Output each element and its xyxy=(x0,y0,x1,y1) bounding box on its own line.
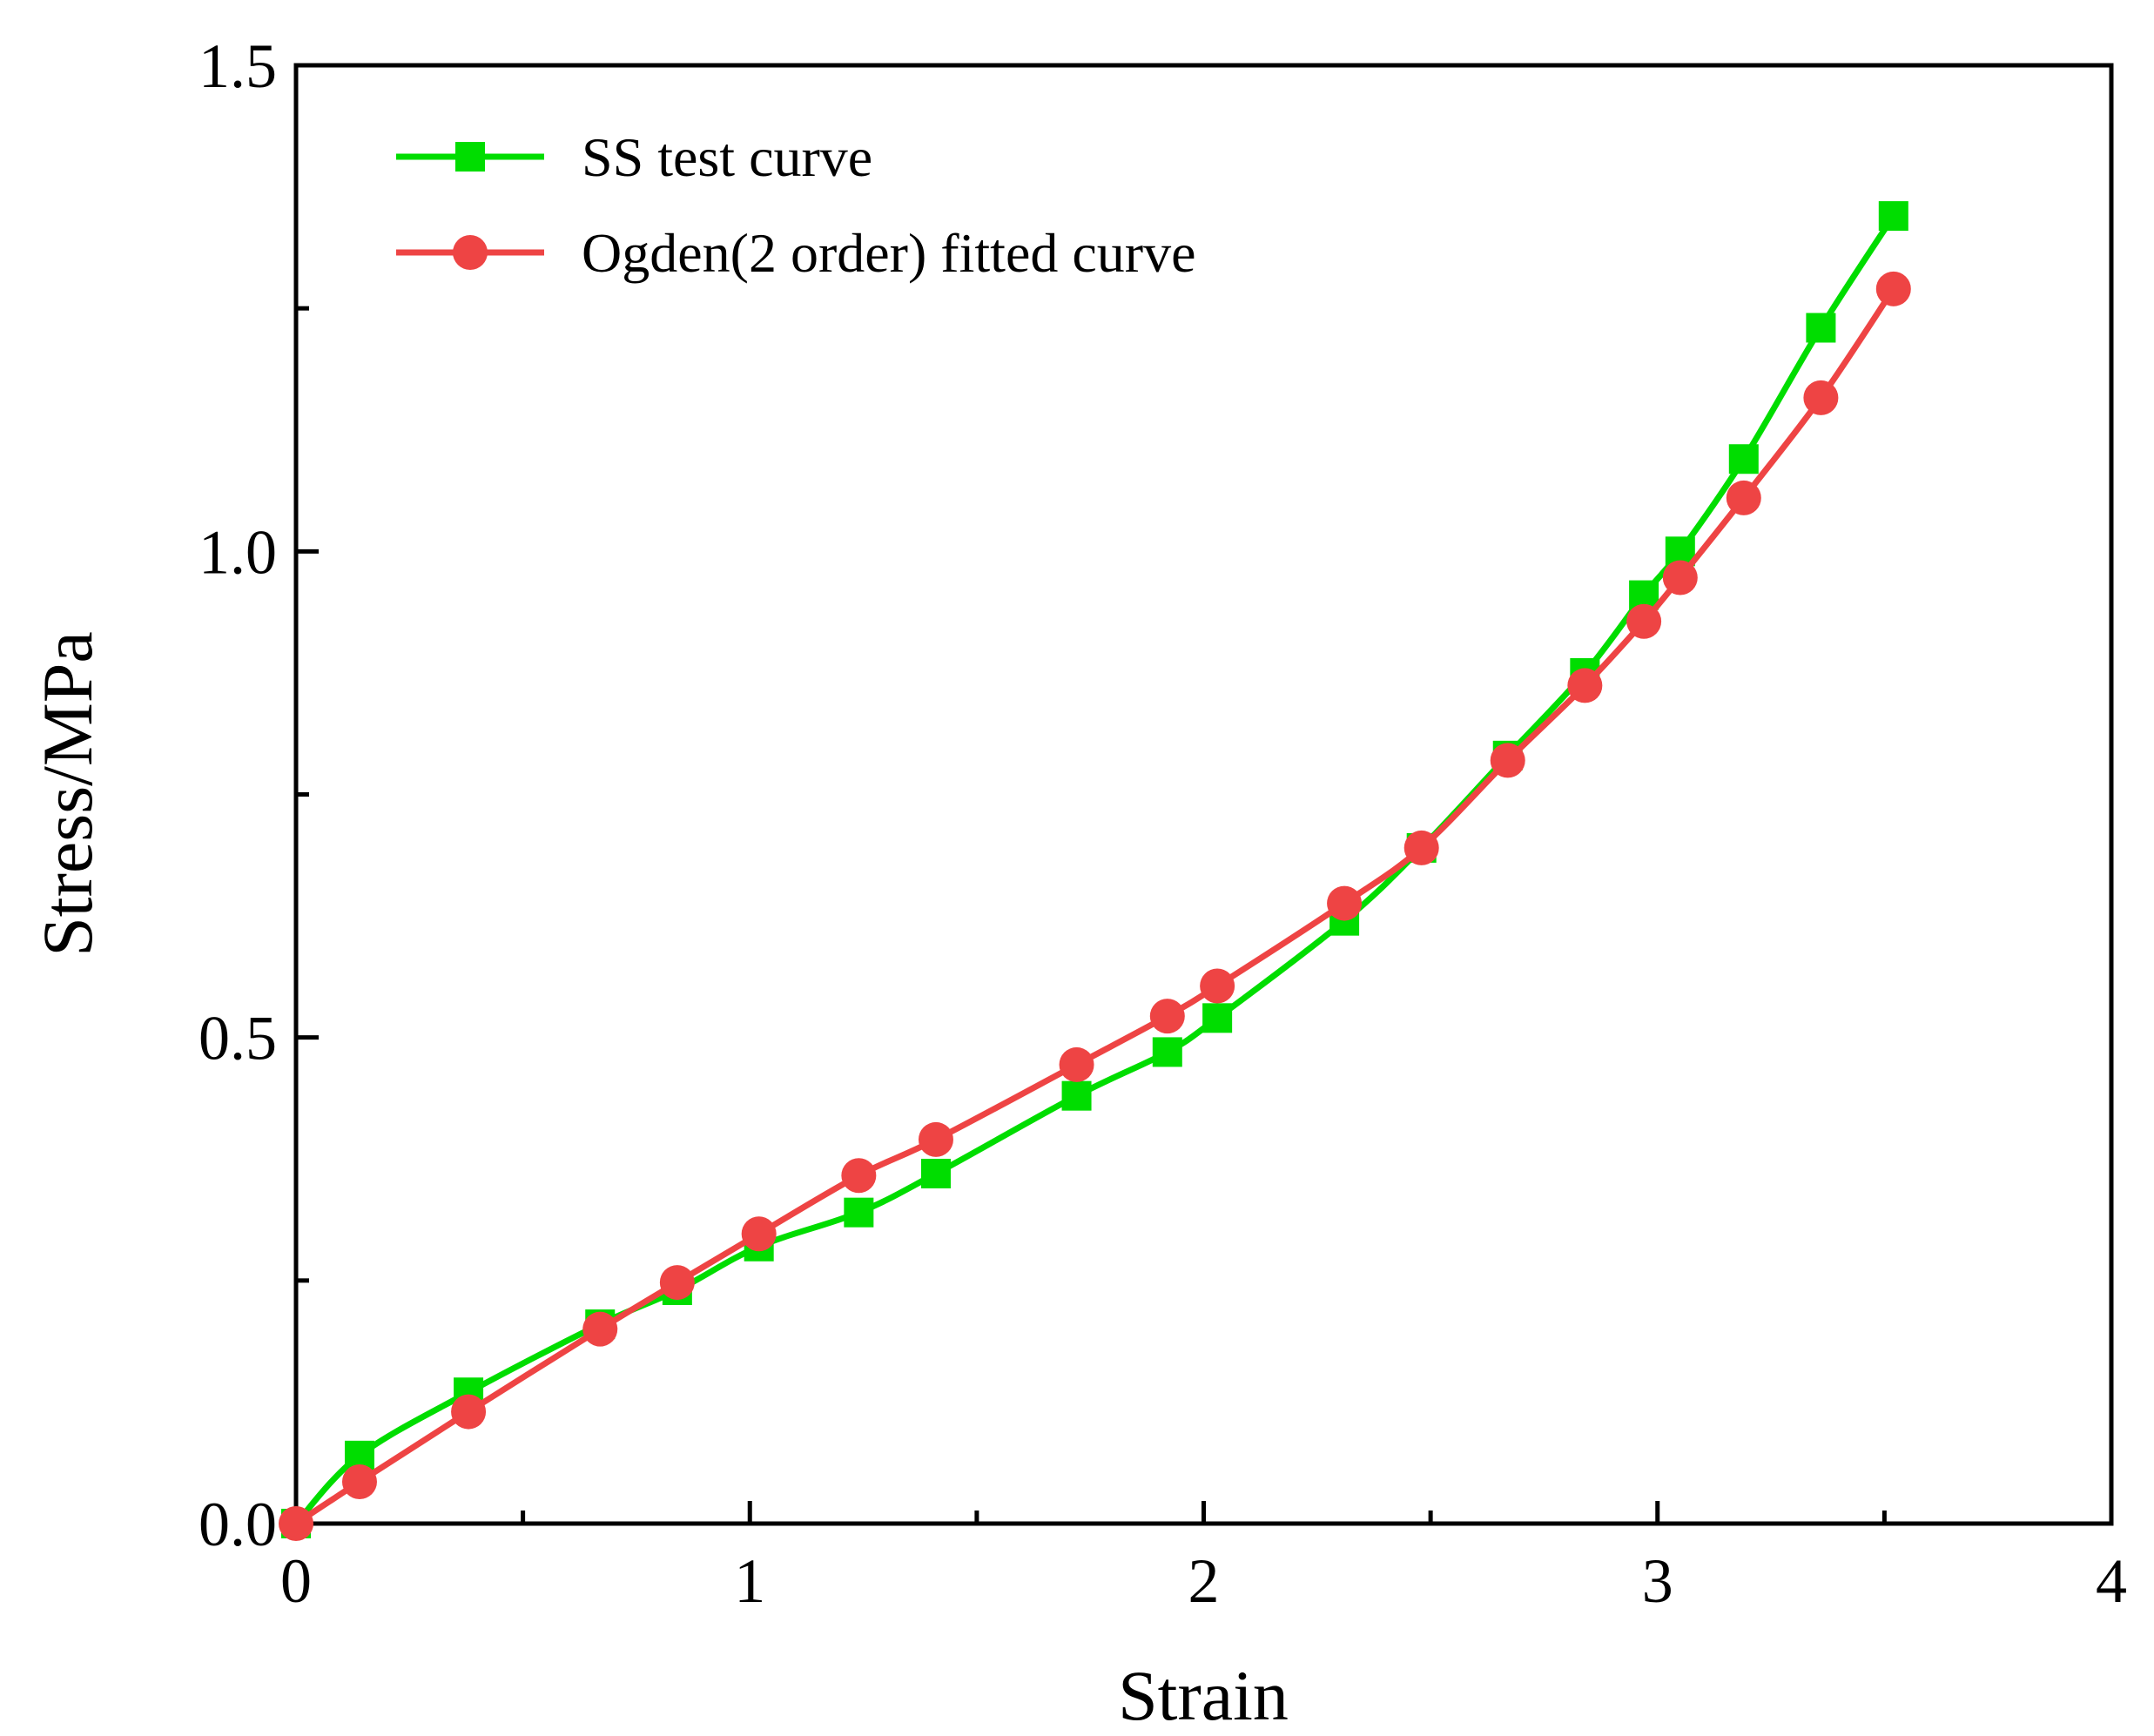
data-point-circle xyxy=(841,1158,877,1194)
data-point-circle xyxy=(341,1463,377,1499)
legend-label: Ogden(2 order) fitted curve xyxy=(582,222,1195,284)
y-tick-label: 1.0 xyxy=(199,517,277,587)
data-point-square xyxy=(1878,201,1908,232)
plot-area xyxy=(293,63,2114,1526)
data-point-circle xyxy=(1200,968,1235,1004)
data-point-square xyxy=(1061,1080,1092,1111)
data-point-circle xyxy=(918,1121,953,1157)
data-point-square xyxy=(1806,313,1836,343)
data-point-circle xyxy=(1490,743,1525,778)
data-point-circle xyxy=(741,1216,777,1252)
series-line xyxy=(294,286,1896,1526)
data-point-circle xyxy=(279,1506,313,1541)
data-point-circle xyxy=(1567,668,1603,703)
x-tick-label: 4 xyxy=(2096,1546,2127,1616)
x-tick-label: 2 xyxy=(1188,1546,1220,1616)
y-tick-label: 1.5 xyxy=(199,31,277,101)
axis-ticks: 0 1 2 3 4 0.0 0.5 1.0 1.5 xyxy=(199,31,2127,1616)
data-point-circle xyxy=(1149,999,1185,1034)
data-point-circle xyxy=(1803,380,1839,415)
data-point-circle xyxy=(1059,1046,1094,1082)
data-point-circle xyxy=(659,1265,695,1301)
data-point-square xyxy=(1202,1003,1233,1033)
data-point-square xyxy=(920,1159,951,1188)
data-point-circle xyxy=(451,1394,487,1430)
data-point-circle xyxy=(1726,480,1761,515)
data-point-circle xyxy=(1403,830,1439,865)
y-tick-label: 0.0 xyxy=(199,1490,277,1559)
data-point-circle xyxy=(1875,271,1911,306)
y-tick-label: 0.5 xyxy=(199,1004,277,1073)
data-point-circle xyxy=(1662,560,1698,595)
data-point-square xyxy=(1152,1037,1182,1067)
legend-marker-circle xyxy=(453,235,488,270)
x-axis-title: Strain xyxy=(1118,1656,1289,1735)
data-point-circle xyxy=(1626,603,1662,639)
legend: SS test curve Ogden(2 order) fitted curve xyxy=(396,126,1195,284)
y-axis-title: Stress/MPa xyxy=(28,631,107,957)
legend-marker-square xyxy=(455,142,485,172)
data-point-square xyxy=(844,1197,874,1228)
series-line xyxy=(293,214,1896,1526)
series-2 xyxy=(279,271,1911,1541)
data-point-circle xyxy=(582,1311,618,1347)
data-point-circle xyxy=(1327,885,1363,921)
plot-frame-border xyxy=(293,63,2114,1526)
x-tick-label: 3 xyxy=(1642,1546,1673,1616)
series-layer xyxy=(279,201,1911,1541)
x-tick-label: 0 xyxy=(280,1546,312,1616)
data-point-square xyxy=(1728,444,1759,474)
x-tick-label: 1 xyxy=(734,1546,765,1616)
legend-label: SS test curve xyxy=(582,126,872,188)
series-1 xyxy=(281,201,1908,1538)
